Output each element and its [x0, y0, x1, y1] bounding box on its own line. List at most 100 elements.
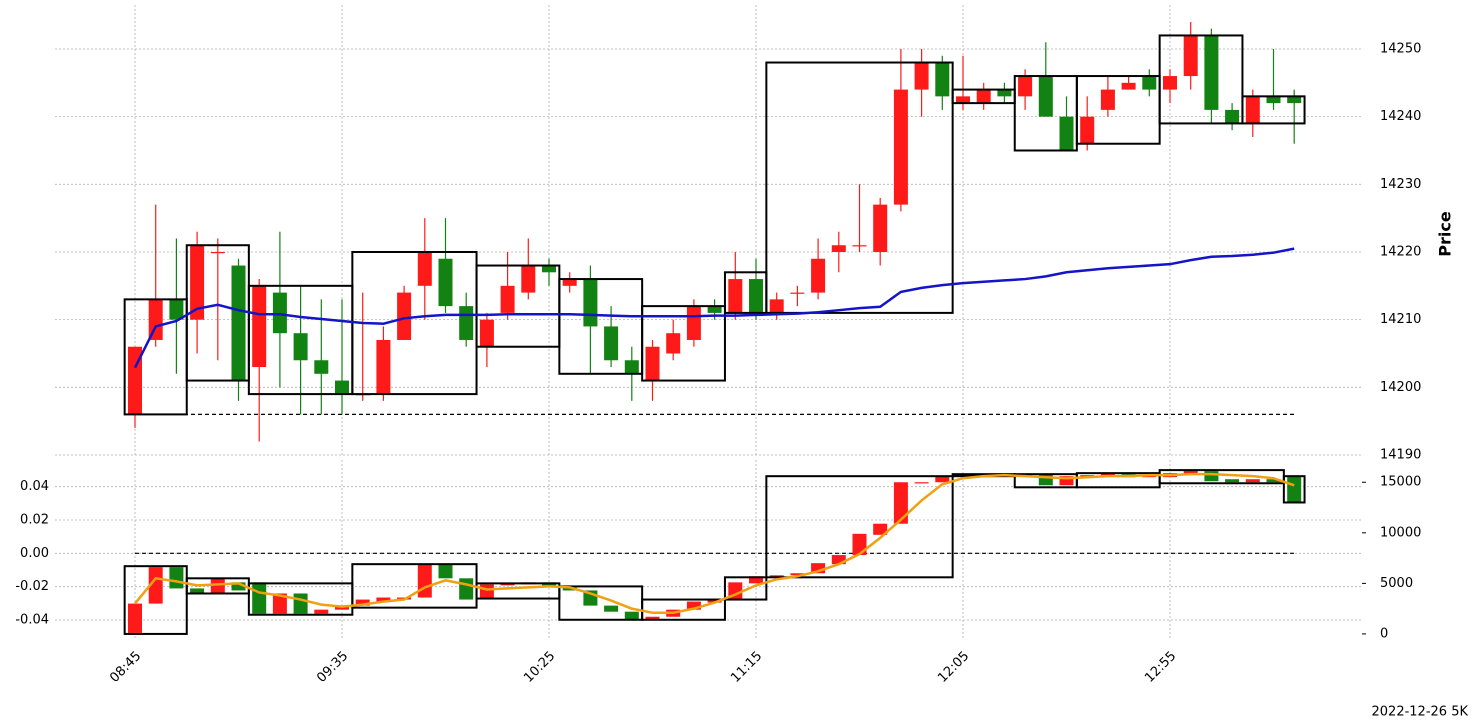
candle-body	[1204, 471, 1219, 482]
candle-body	[1121, 82, 1136, 90]
candle-body	[956, 96, 970, 104]
y-tick-label: -0.02	[15, 579, 49, 594]
candle-body	[935, 62, 950, 97]
candle-body	[252, 285, 267, 368]
candle-body	[376, 339, 391, 395]
candle-body	[811, 563, 826, 574]
candle-body	[749, 279, 763, 313]
candle-body	[272, 593, 287, 614]
candle-body	[252, 582, 267, 614]
range-box	[1158, 34, 1244, 125]
y2-tick-label: 0	[1380, 626, 1388, 641]
candle-body	[479, 584, 494, 598]
range-box	[641, 305, 726, 382]
candle-body	[1059, 476, 1074, 486]
x-tick-label: 10:25	[521, 649, 558, 686]
candle-body	[417, 251, 432, 286]
y-tick-label: 14220	[1380, 244, 1421, 259]
candle-body	[293, 593, 308, 614]
candle-body	[583, 279, 598, 327]
x-tick-label: 11:15	[728, 649, 765, 686]
candle-body	[231, 582, 246, 591]
candle-body	[624, 360, 639, 374]
candle-body	[1100, 89, 1115, 110]
y-axis-title: Price	[1436, 211, 1455, 257]
y-tick-label: 14190	[1380, 448, 1421, 463]
candle-body	[1142, 76, 1157, 90]
candle-body	[1287, 476, 1302, 503]
candle-body	[811, 258, 826, 293]
candle-body	[1038, 76, 1053, 117]
candle-body	[666, 333, 681, 354]
candle-body	[210, 578, 225, 594]
candle-body	[769, 299, 784, 313]
candle-body	[293, 333, 308, 361]
candle-body	[604, 326, 619, 361]
candle-body	[1059, 116, 1074, 151]
candle-body	[1038, 474, 1053, 486]
candle-body	[148, 299, 163, 340]
candle-body	[459, 306, 474, 340]
candle-body	[624, 611, 639, 620]
candle-body	[128, 346, 142, 415]
y2-tick-label: 15000	[1380, 475, 1421, 490]
x-tick-label: 09:35	[314, 649, 351, 686]
candle-body	[873, 523, 888, 535]
candle-body	[914, 62, 929, 90]
candle-body	[769, 575, 784, 578]
candle-body	[438, 564, 453, 579]
candle-body	[831, 245, 846, 252]
candle-body	[438, 258, 453, 307]
candle-body	[852, 533, 867, 556]
y2-tick-label: 5000	[1380, 576, 1413, 591]
candle-body	[521, 265, 536, 293]
candle-body	[1225, 109, 1240, 124]
range-box	[123, 565, 188, 635]
candle-body	[1245, 479, 1260, 483]
x-tick-label: 08:45	[107, 649, 144, 686]
range-box	[558, 278, 644, 375]
candle-body	[1163, 76, 1177, 90]
candle-body	[852, 245, 867, 247]
candle-body	[1287, 96, 1302, 104]
candle-body	[376, 597, 391, 602]
candle-body	[562, 587, 577, 591]
range-box	[1282, 475, 1306, 504]
candle-body	[1266, 96, 1281, 104]
candle-body	[314, 609, 329, 614]
y-tick-label: 0.04	[20, 479, 49, 494]
candle-body	[935, 476, 950, 483]
candle-body	[1266, 479, 1281, 483]
candle-body	[210, 251, 225, 254]
y2-tick-label: 10000	[1380, 525, 1421, 540]
candle-body	[604, 605, 619, 612]
candle-body	[707, 306, 722, 313]
average-line	[134, 472, 1295, 614]
average-line	[133, 247, 1295, 369]
candle-body	[1183, 470, 1198, 476]
range-box	[765, 475, 954, 579]
candle-body	[790, 292, 805, 294]
candle-body	[272, 292, 287, 334]
candle-body	[997, 89, 1012, 97]
candle-body	[562, 279, 577, 286]
candle-body	[749, 576, 763, 584]
candle-body	[1183, 35, 1198, 77]
candle-body	[686, 306, 701, 340]
y-tick-label: 14240	[1380, 109, 1421, 124]
candle-body	[1225, 479, 1240, 483]
candle-body	[169, 299, 184, 320]
candle-body	[976, 89, 991, 104]
candle-body	[645, 346, 660, 381]
candle-body	[169, 567, 184, 589]
candle-body	[231, 265, 246, 381]
candle-body	[397, 292, 412, 340]
candle-body	[1204, 35, 1219, 110]
range-box	[723, 576, 768, 601]
range-box	[1241, 95, 1306, 125]
candle-body	[728, 279, 743, 313]
candle-body	[190, 588, 205, 594]
candle-body	[314, 360, 329, 374]
